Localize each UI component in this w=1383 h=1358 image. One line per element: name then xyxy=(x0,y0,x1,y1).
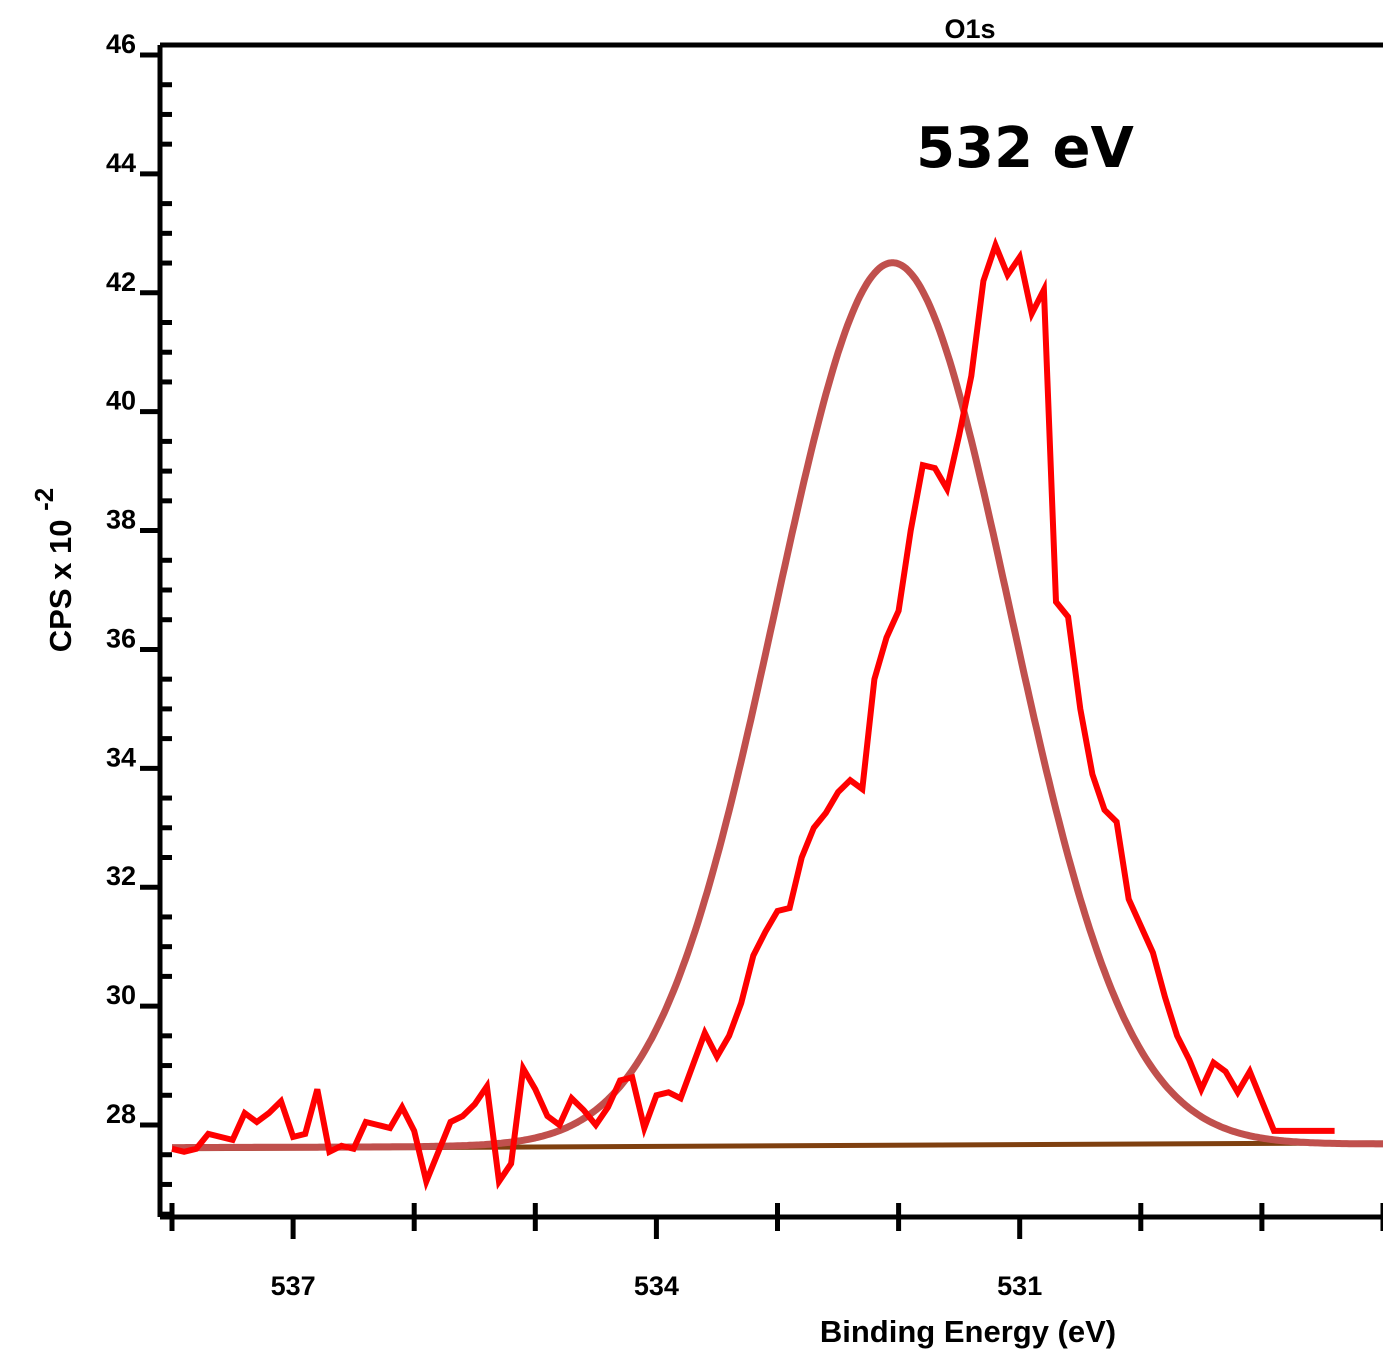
y-tick-label: 32 xyxy=(106,861,136,891)
y-axis-label-group: CPS x 10 -2 xyxy=(29,488,78,652)
chart-title: O1s xyxy=(944,14,995,44)
y-tick-label: 34 xyxy=(106,742,136,772)
y-tick-label: 30 xyxy=(106,980,136,1010)
x-tick-label: 531 xyxy=(997,1271,1042,1301)
y-axis-label-text: CPS x 10 xyxy=(43,520,78,653)
y-axis-label-exponent: -2 xyxy=(29,488,59,511)
y-tick-label: 44 xyxy=(106,148,136,178)
x-tick-label: 534 xyxy=(634,1271,679,1301)
plot-area xyxy=(170,236,1383,1192)
fit-series xyxy=(170,259,1383,1152)
y-tick-label: 28 xyxy=(106,1099,136,1129)
x-axis-label: Binding Energy (eV) xyxy=(820,1314,1116,1349)
x-tick-label: 537 xyxy=(271,1271,316,1301)
y-tick-label: 42 xyxy=(106,267,136,297)
peak-annotation: 532 eV xyxy=(916,116,1134,181)
y-tick-label: 38 xyxy=(106,505,136,535)
y-tick-label: 46 xyxy=(106,29,136,59)
y-tick-label: 40 xyxy=(106,386,136,416)
y-tick-label: 36 xyxy=(106,623,136,653)
axes: 28 30 32 34 36 38 40 42 44 46 537 534 531 xyxy=(106,29,1383,1301)
raw-data-series xyxy=(171,236,1335,1192)
y-axis-label: CPS x 10 -2 xyxy=(29,488,78,652)
